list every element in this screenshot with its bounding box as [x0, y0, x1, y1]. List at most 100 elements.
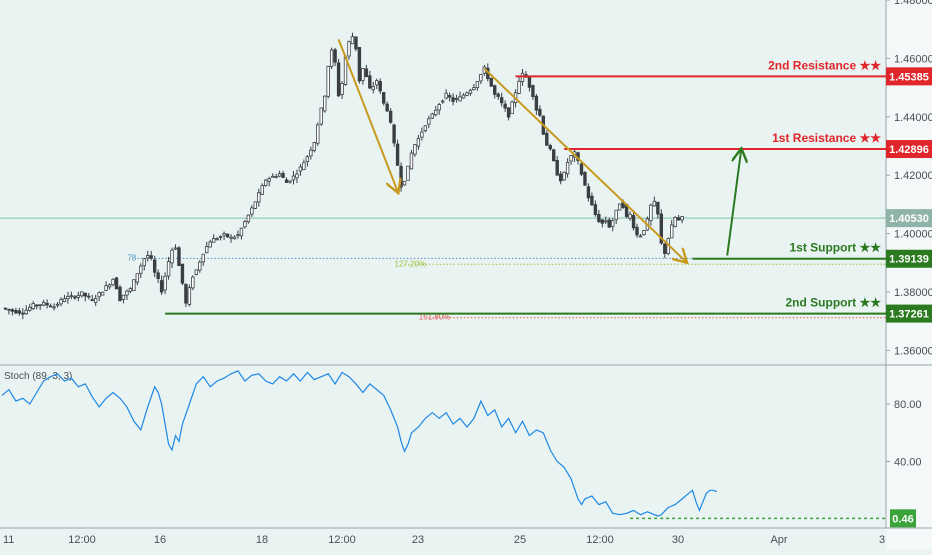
candle: [427, 115, 431, 129]
candle: [461, 93, 466, 99]
candle-body-up: [416, 138, 421, 147]
candle-body-down: [635, 226, 639, 236]
candle-body-up: [100, 291, 105, 296]
candle-body-up: [652, 200, 657, 207]
candle-body-up: [437, 104, 441, 111]
candle-body-up: [347, 41, 351, 57]
candle-body-up: [236, 234, 240, 237]
candle-body-up: [187, 287, 192, 305]
candle-body-up: [66, 296, 70, 300]
candle: [493, 84, 497, 99]
candle: [590, 192, 594, 206]
candle-body-up: [218, 236, 223, 238]
candle-body-up: [413, 144, 417, 155]
candle-body-down: [656, 201, 660, 215]
candle: [107, 283, 112, 290]
candle-body-down: [10, 309, 15, 312]
candle-body-up: [250, 207, 254, 215]
candle-body-up: [222, 233, 226, 236]
candle-body-up: [444, 92, 448, 99]
candle-body-up: [440, 100, 445, 103]
candle: [163, 272, 167, 295]
candle: [3, 307, 8, 311]
candle: [392, 123, 396, 147]
candle-body-up: [402, 180, 407, 186]
candle-body-up: [614, 209, 618, 221]
level-price-tag: [886, 140, 932, 159]
candle-body-up: [329, 49, 334, 67]
candle: [656, 201, 660, 219]
candle-body-down: [87, 295, 91, 298]
time-tick-label: 12:00: [328, 534, 356, 546]
candle: [447, 92, 452, 102]
time-tick-label: 25: [514, 534, 526, 546]
candle: [388, 107, 393, 124]
candle: [118, 285, 122, 302]
candle: [35, 304, 39, 310]
candle-body-up: [305, 156, 310, 163]
candle: [416, 134, 421, 150]
candle-body-up: [350, 36, 355, 45]
candle-body-up: [670, 224, 674, 239]
candle: [565, 158, 570, 178]
candle-body-up: [430, 113, 434, 119]
candle: [475, 80, 480, 91]
candle: [347, 40, 351, 60]
candle-body-up: [257, 192, 261, 203]
candle-body-up: [319, 107, 323, 125]
candle-body-up: [135, 273, 140, 283]
candle-body-down: [21, 312, 25, 315]
candle: [652, 196, 657, 207]
candle-body-up: [420, 131, 424, 138]
candle: [676, 214, 681, 221]
candle-body-down: [17, 310, 22, 314]
level-price-tag: [886, 67, 932, 86]
candle-body-up: [375, 80, 379, 86]
candle: [597, 209, 601, 224]
candle-body-down: [45, 302, 49, 306]
candle-body-up: [125, 290, 129, 296]
candle-body-up: [215, 238, 219, 241]
candle-body-up: [371, 86, 375, 91]
candle: [489, 77, 493, 87]
candle-body-down: [607, 219, 611, 228]
candle: [642, 230, 646, 236]
candle: [7, 308, 11, 315]
candle: [38, 304, 42, 311]
candle: [399, 162, 403, 192]
candle-body-up: [55, 303, 60, 306]
price-tick-label: 1.42000: [894, 170, 932, 182]
candle-body-up: [510, 101, 514, 115]
candle: [55, 301, 60, 308]
candle: [236, 230, 240, 239]
candle-body-up: [264, 179, 268, 186]
candle-body-up: [163, 275, 167, 291]
candle: [184, 283, 188, 308]
candle-body-down: [159, 280, 164, 293]
candle: [437, 102, 441, 115]
candle-body-down: [177, 247, 181, 267]
time-tick-label: 11: [3, 534, 14, 546]
candle-body-up: [520, 72, 525, 83]
candle-body-down: [676, 217, 681, 221]
candle: [93, 294, 98, 307]
candle: [135, 273, 140, 286]
candle: [201, 253, 205, 266]
candle-body-up: [69, 295, 74, 298]
candle-body-up: [270, 175, 275, 178]
candle: [173, 244, 178, 250]
candle-body-down: [531, 85, 535, 98]
candle-body-down: [447, 95, 452, 98]
candle-body-down: [527, 76, 532, 88]
candle: [552, 148, 556, 162]
candle-body-up: [458, 96, 462, 102]
candle-body-up: [59, 299, 63, 305]
candle: [440, 99, 445, 104]
candle: [409, 149, 414, 170]
candle: [402, 180, 407, 186]
candle: [17, 307, 22, 316]
candle: [225, 233, 230, 238]
candle: [506, 107, 511, 121]
candle-body-down: [83, 292, 87, 297]
